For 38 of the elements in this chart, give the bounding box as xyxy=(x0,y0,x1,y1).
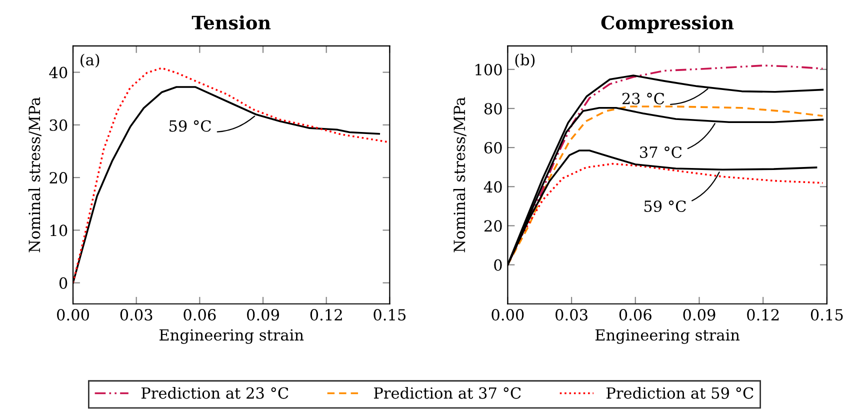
y-tick-label: 80 xyxy=(484,102,502,114)
x-tick-label: 0.09 xyxy=(247,309,279,321)
y-tick-label: 100 xyxy=(476,64,502,76)
x-tick-label: 0.15 xyxy=(374,309,406,321)
x-axis-title: Engineering strain xyxy=(160,329,304,344)
y-tick-label: 20 xyxy=(50,172,68,184)
x-axis-title: Engineering strain xyxy=(595,329,740,344)
annotation: (a) xyxy=(80,54,100,68)
x-tick-label: 0.12 xyxy=(747,309,779,321)
y-tick-label: 40 xyxy=(49,66,68,78)
y-tick-label: 0 xyxy=(59,277,68,289)
x-tick-label: 0.06 xyxy=(184,309,216,321)
annotation: 59 °C xyxy=(644,200,686,212)
legend-label: Prediction at 59 °C xyxy=(606,386,754,399)
y-tick-label: 40 xyxy=(484,181,502,193)
x-tick-label: 0.12 xyxy=(310,309,342,321)
x-tick-label: 0.00 xyxy=(57,309,90,321)
x-tick-label: 0.03 xyxy=(556,309,588,321)
legend-label: Prediction at 23 °C xyxy=(141,386,288,399)
y-axis-title: Nominal stress/MPa xyxy=(28,97,42,252)
x-tick-label: 0.06 xyxy=(619,309,652,321)
x-tick-label: 0.15 xyxy=(810,309,843,321)
y-tick-label: 0 xyxy=(494,259,502,271)
annotation: (b) xyxy=(515,54,535,68)
y-tick-label: 30 xyxy=(50,119,68,131)
x-tick-label: 0.03 xyxy=(120,309,152,321)
annotation: 23 °C xyxy=(622,92,664,104)
y-tick-label: 20 xyxy=(484,220,502,232)
y-tick-label: 10 xyxy=(50,224,68,236)
x-tick-label: 0.00 xyxy=(492,309,524,321)
annotation: 37 °C xyxy=(640,146,682,158)
chart-title: Compression xyxy=(601,15,734,34)
legend-label: Prediction at 37 °C xyxy=(374,386,521,399)
annotation: 59 °C xyxy=(170,120,211,132)
chart-title: Tension xyxy=(192,15,271,30)
x-tick-label: 0.09 xyxy=(683,309,716,321)
y-tick-label: 60 xyxy=(484,142,502,154)
y-axis-title: Nominal stress/MPa xyxy=(453,97,466,252)
